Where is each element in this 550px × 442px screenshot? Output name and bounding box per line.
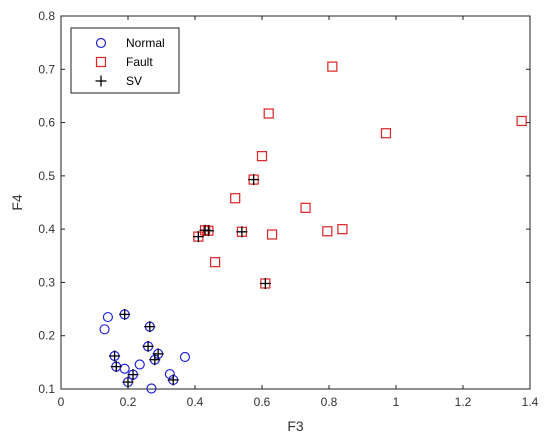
- legend: Normal Fault SV: [70, 27, 180, 94]
- x-tick-label: 0.2: [120, 395, 137, 409]
- fault-point: [337, 224, 348, 235]
- y-tick-label: 0.5: [38, 169, 55, 183]
- sv-point: [109, 350, 121, 362]
- fault-point: [516, 115, 527, 127]
- data-points: [99, 61, 527, 394]
- fault-point: [380, 128, 392, 139]
- legend-marker-fault: [95, 56, 107, 68]
- normal-point: [179, 351, 191, 363]
- sv-point: [248, 174, 260, 186]
- sv-point: [236, 226, 248, 238]
- sv-point: [127, 369, 139, 381]
- y-tick-label: 0.4: [38, 222, 55, 236]
- sv-point: [152, 348, 164, 360]
- sv-point: [110, 361, 122, 373]
- fault-point: [256, 151, 268, 162]
- x-tick-label: 1: [393, 395, 400, 409]
- sv-point: [144, 321, 156, 333]
- normal-point: [119, 363, 130, 374]
- sv-point: [192, 231, 204, 243]
- legend-label-normal: Normal: [126, 36, 165, 50]
- sv-point: [202, 225, 214, 237]
- normal-point: [164, 368, 175, 380]
- sv-point: [167, 374, 179, 386]
- x-tick-label: 0.4: [187, 395, 204, 409]
- legend-marker-sv: [95, 75, 107, 87]
- y-tick-label: 0.2: [38, 329, 55, 343]
- sv-point: [119, 308, 131, 320]
- series-sv: [109, 174, 271, 388]
- legend-label-sv: SV: [126, 74, 142, 88]
- legend-box: [70, 27, 180, 94]
- normal-point: [134, 359, 145, 370]
- fault-point: [322, 226, 333, 237]
- x-tick-label: 1.2: [455, 395, 472, 409]
- x-tick-label: 0.8: [321, 395, 338, 409]
- sv-point: [259, 277, 271, 289]
- y-tick-label: 0.8: [38, 9, 55, 23]
- y-tick-label: 0.6: [38, 116, 55, 130]
- x-axis-label: F3: [287, 418, 304, 434]
- y-axis: 0.1 0.2 0.3 0.4 0.5 0.6 0.7 0.8: [38, 9, 530, 396]
- fault-point: [230, 193, 241, 204]
- legend-marker-normal: [95, 37, 107, 49]
- normal-point: [99, 324, 110, 335]
- normal-point: [102, 311, 114, 323]
- y-tick-label: 0.1: [38, 382, 55, 396]
- fault-point: [210, 257, 221, 268]
- normal-point: [146, 383, 157, 394]
- x-axis: 0 0.2 0.4 0.6 0.8 1 1.2 1.4: [58, 16, 539, 409]
- sv-point: [142, 340, 154, 352]
- fault-point: [266, 229, 278, 240]
- sv-point: [149, 354, 161, 366]
- x-tick-label: 1.4: [522, 395, 539, 409]
- y-tick-label: 0.7: [38, 62, 55, 76]
- sv-point: [122, 376, 134, 388]
- x-tick-label: 0: [58, 395, 65, 409]
- fault-point: [263, 108, 274, 119]
- fault-point: [300, 202, 311, 213]
- y-tick-label: 0.3: [38, 275, 55, 289]
- x-tick-label: 0.6: [254, 395, 271, 409]
- fault-point: [327, 61, 338, 72]
- legend-label-fault: Fault: [126, 55, 153, 69]
- y-axis-label: F4: [9, 194, 25, 211]
